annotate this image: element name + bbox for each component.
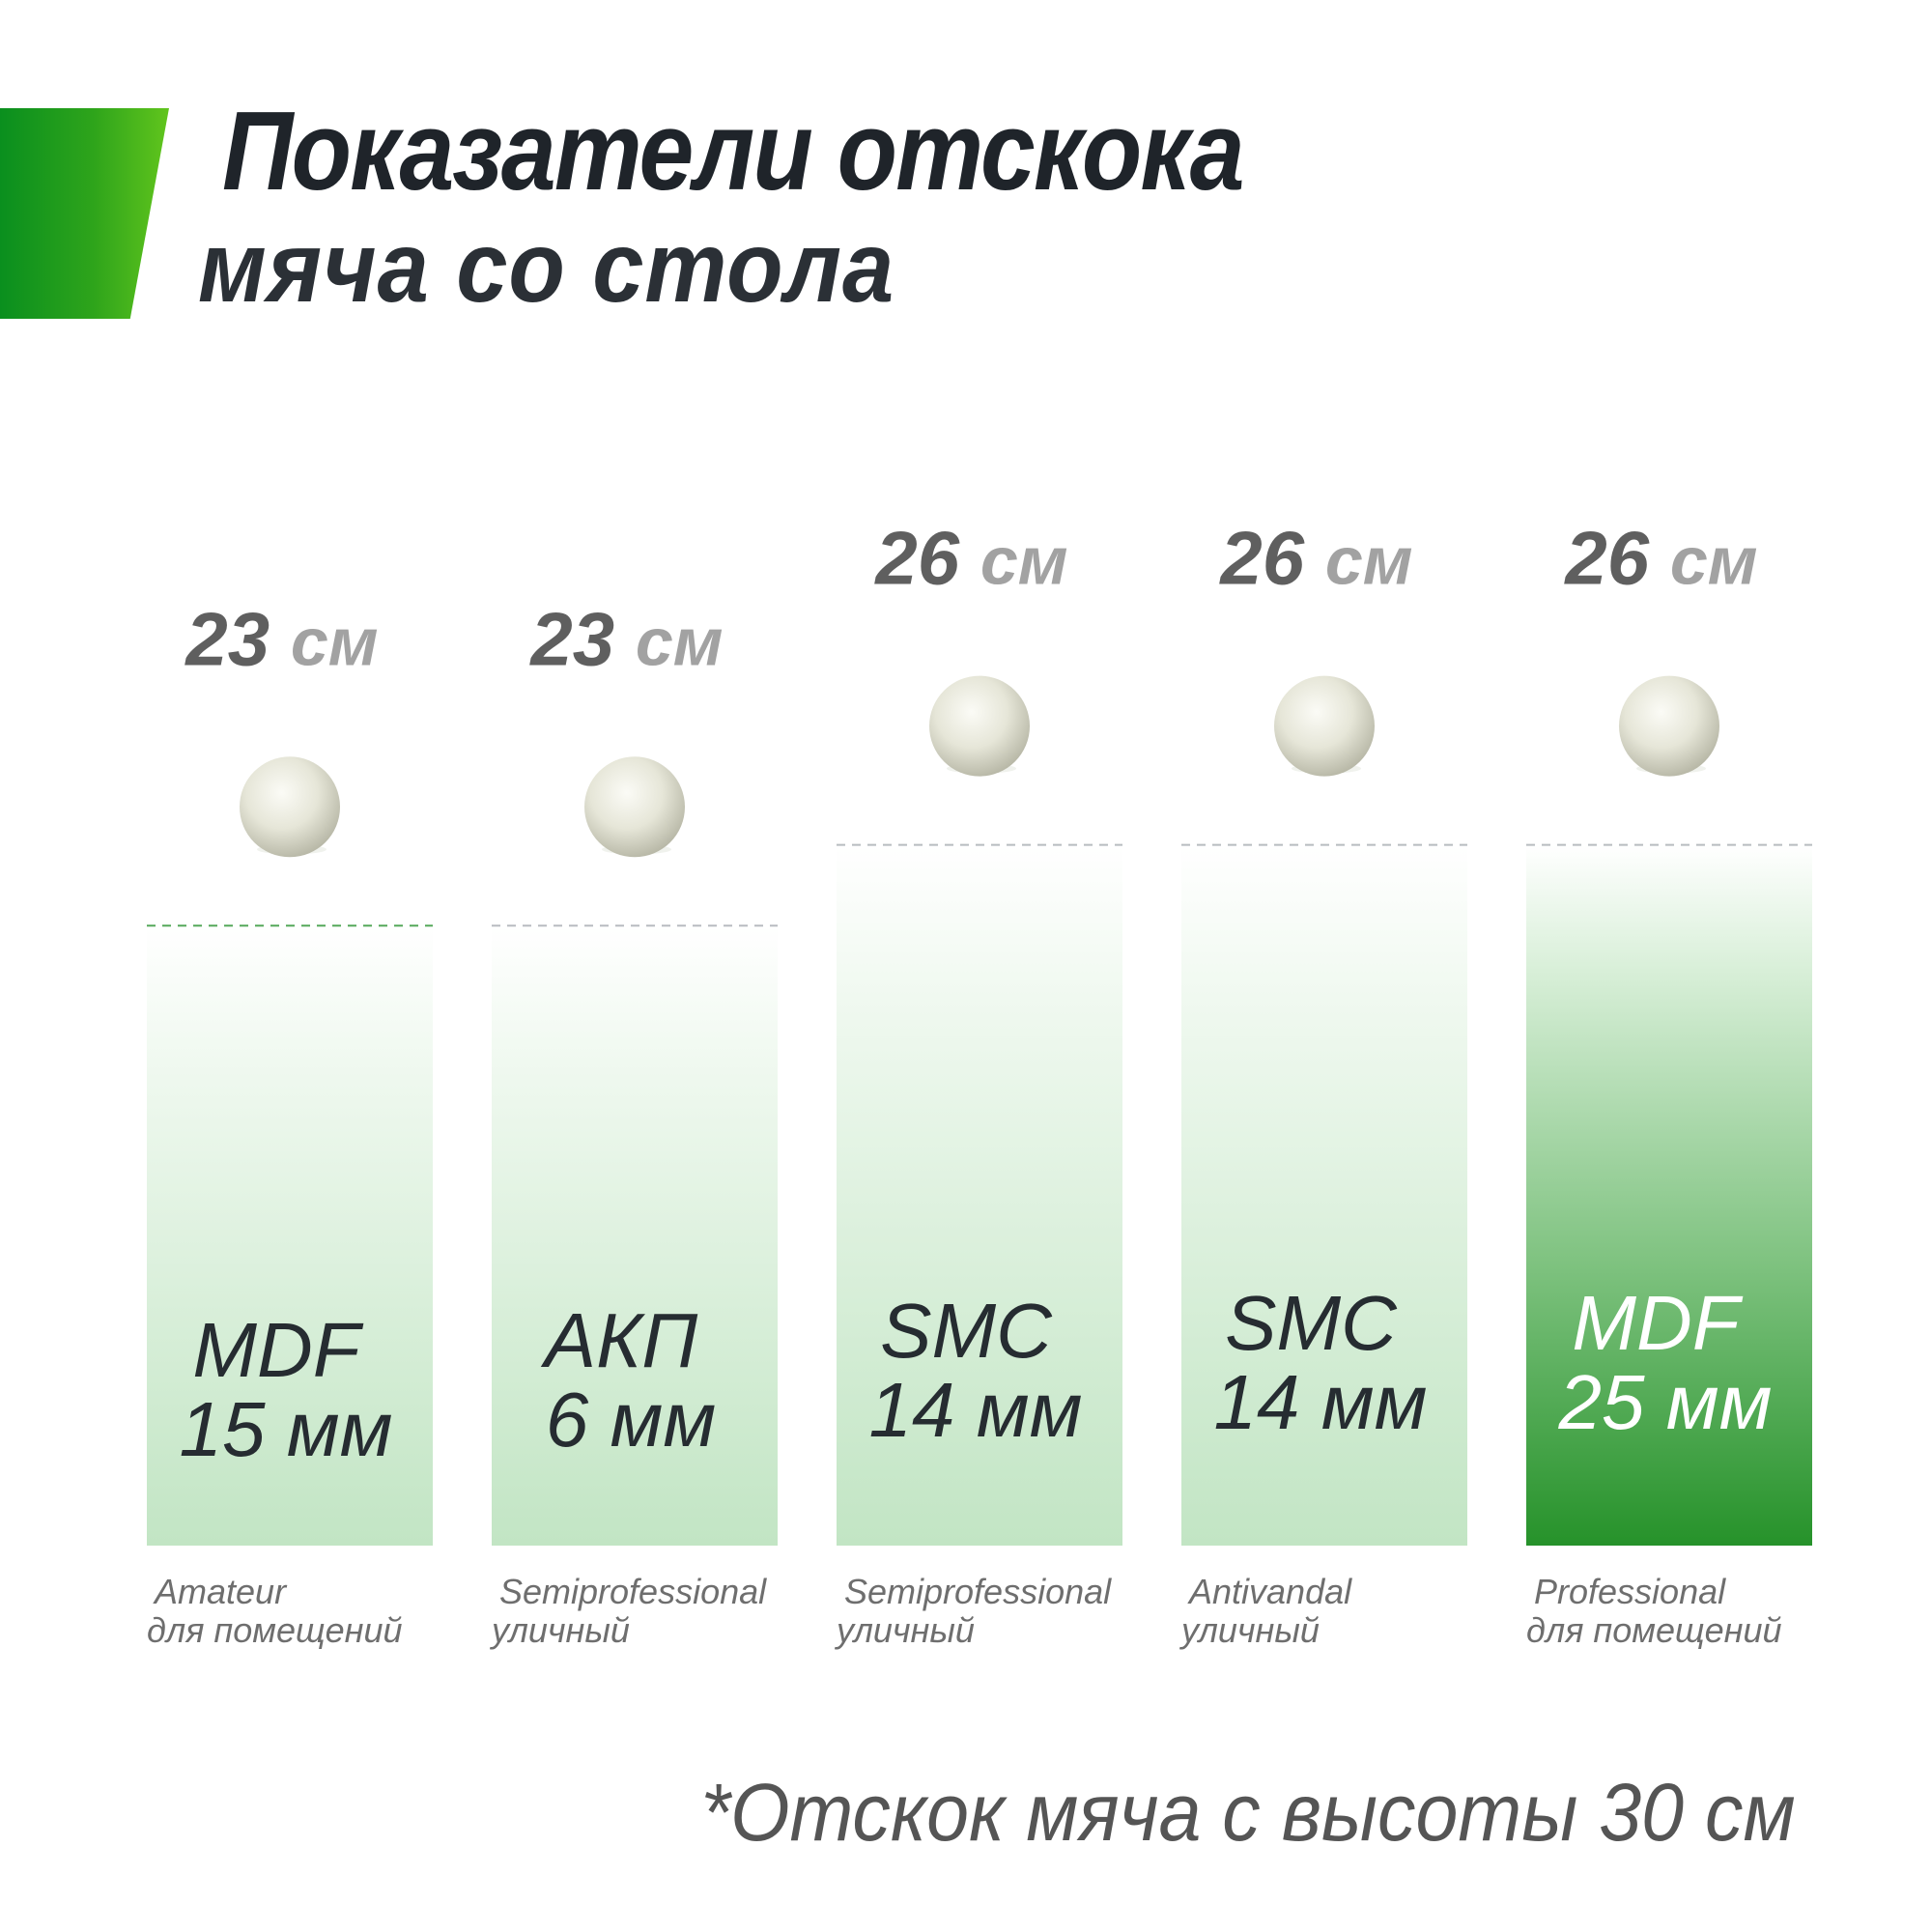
board-material-label: SMC bbox=[880, 1288, 1053, 1374]
bounce-value-label: 23 см bbox=[184, 596, 378, 681]
board-usage-caption: для помещений bbox=[147, 1610, 402, 1650]
board-class-caption: Antivandal bbox=[1187, 1572, 1352, 1611]
board-thickness-label: 14 мм bbox=[869, 1367, 1083, 1453]
board-thickness-label: 6 мм bbox=[546, 1377, 716, 1463]
bounce-value-number: 26 bbox=[1563, 516, 1669, 601]
ball-icon bbox=[1274, 675, 1375, 777]
board-material-label: АКП bbox=[541, 1297, 699, 1383]
board-usage-caption: уличный bbox=[834, 1610, 975, 1650]
board-usage-caption: для помещений bbox=[1526, 1610, 1781, 1650]
board-usage-caption: уличный bbox=[489, 1610, 630, 1650]
bounce-value-unit: см bbox=[1670, 524, 1758, 599]
board-class-caption: Semiprofessional bbox=[499, 1572, 767, 1611]
bounce-value-number: 23 bbox=[528, 596, 635, 681]
bar bbox=[837, 844, 1122, 1546]
bounce-value-number: 26 bbox=[1218, 516, 1324, 601]
board-material-label: SMC bbox=[1225, 1280, 1398, 1366]
bar bbox=[492, 925, 778, 1546]
board-material-label: MDF bbox=[192, 1307, 363, 1393]
bar bbox=[1526, 844, 1812, 1546]
bounce-value-label: 26 см bbox=[1218, 516, 1412, 601]
bounce-value-unit: см bbox=[291, 604, 379, 679]
board-thickness-label: 15 мм bbox=[180, 1386, 393, 1472]
board-usage-caption: уличный bbox=[1178, 1610, 1320, 1650]
page-title: Показатели отскока bbox=[222, 88, 1245, 213]
bounce-value-unit: см bbox=[1325, 524, 1413, 599]
ball-icon bbox=[929, 675, 1030, 777]
bounce-value-number: 23 bbox=[184, 596, 290, 681]
board-material-label: MDF bbox=[1572, 1280, 1743, 1366]
bounce-value-label: 26 см bbox=[873, 516, 1067, 601]
ball-icon bbox=[584, 756, 685, 858]
bounce-value-label: 23 см bbox=[528, 596, 723, 681]
page-subtitle: мяча со стола bbox=[198, 212, 895, 324]
board-thickness-label: 14 мм bbox=[1214, 1359, 1428, 1445]
board-class-caption: Amateur bbox=[153, 1572, 288, 1611]
bounce-value-label: 26 см bbox=[1563, 516, 1757, 601]
footnote: *Отскок мяча с высоты 30 см bbox=[700, 1767, 1796, 1858]
ball-icon bbox=[240, 756, 340, 858]
board-class-caption: Semiprofessional bbox=[844, 1572, 1112, 1611]
board-thickness-label: 25 мм bbox=[1558, 1359, 1773, 1445]
bar bbox=[1181, 844, 1467, 1546]
ball-icon bbox=[1619, 675, 1719, 777]
bounce-value-unit: см bbox=[636, 604, 724, 679]
board-class-caption: Professional bbox=[1534, 1572, 1726, 1611]
bar bbox=[147, 925, 433, 1546]
bounce-value-number: 26 bbox=[873, 516, 980, 601]
bounce-value-unit: см bbox=[980, 524, 1068, 599]
